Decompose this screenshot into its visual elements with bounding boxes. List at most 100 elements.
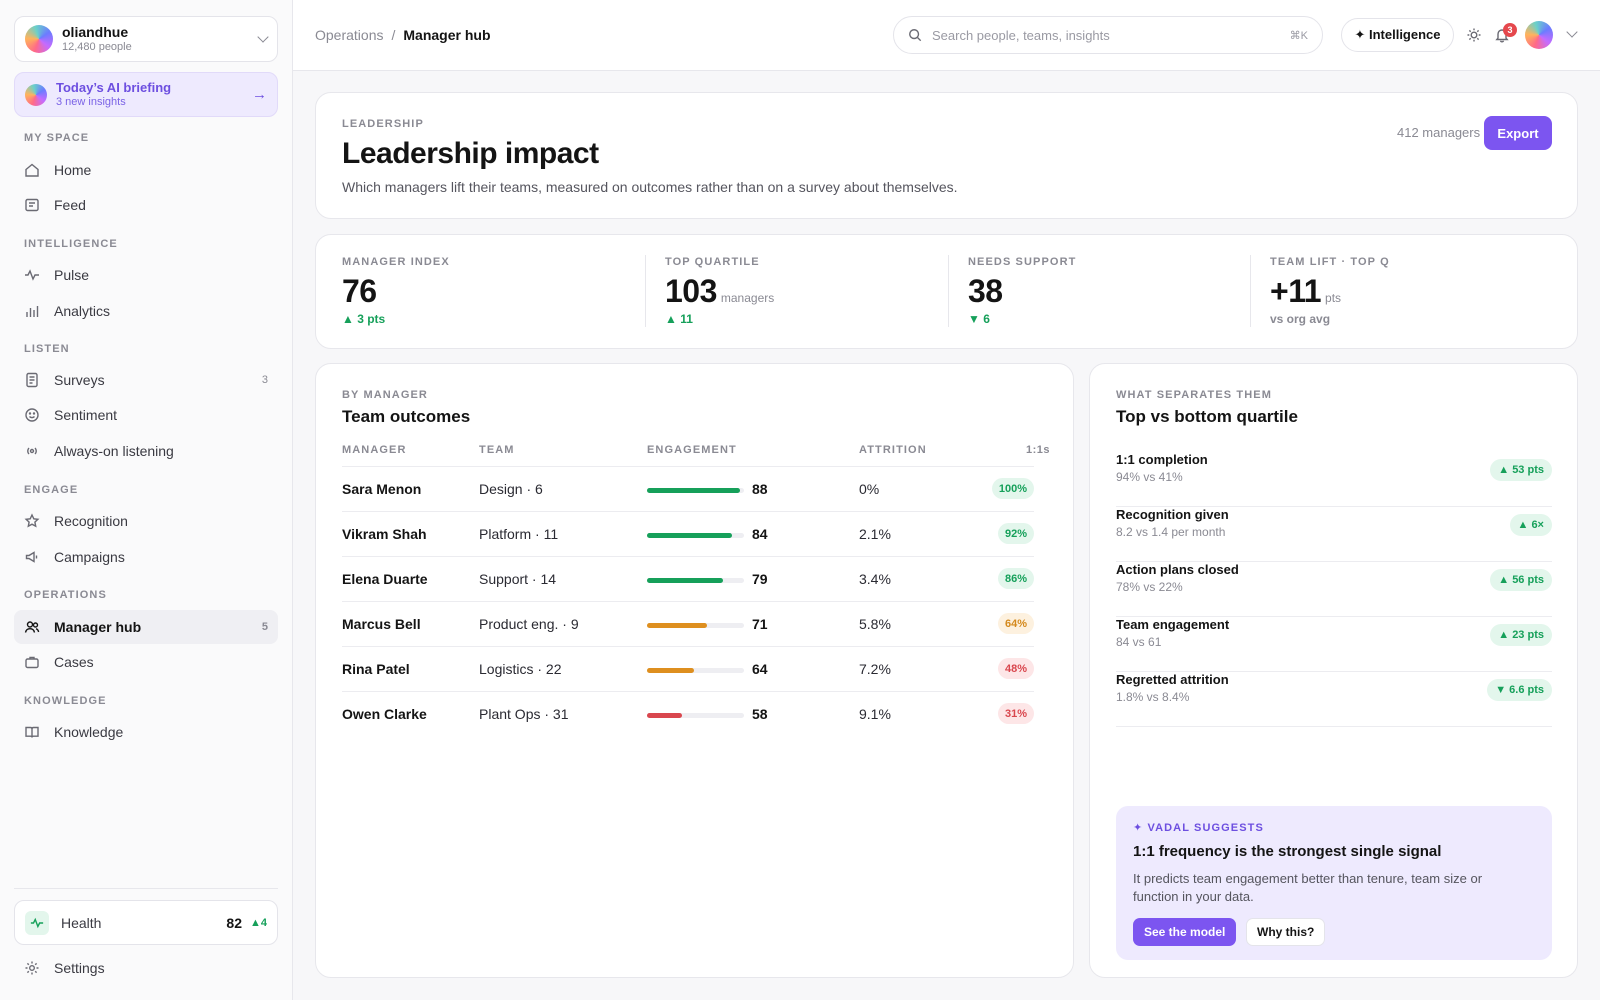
driver-comparison: 78% vs 22% bbox=[1116, 580, 1183, 594]
sidebar-item-listening[interactable]: Always-on listening bbox=[14, 434, 278, 468]
table-row[interactable]: Rina Patel Logistics · 22 64 7.2% 48% bbox=[342, 646, 1034, 691]
sidebar-item-surveys[interactable]: Surveys 3 bbox=[14, 363, 278, 397]
manager-name[interactable]: Vikram Shah bbox=[342, 526, 427, 542]
table-eyebrow: BY MANAGER bbox=[342, 389, 428, 401]
kpi-value: +11 bbox=[1270, 273, 1322, 309]
team-name: Logistics · 22 bbox=[479, 661, 562, 677]
engagement-bar-fill bbox=[647, 578, 723, 583]
kpi-needs-support: NEEDS SUPPORT 38 ▼ 6 bbox=[968, 235, 1248, 347]
sidebar-item-pulse[interactable]: Pulse bbox=[14, 258, 278, 292]
manager-name[interactable]: Elena Duarte bbox=[342, 571, 428, 587]
health-delta: ▲4 bbox=[249, 916, 267, 929]
team-name: Platform · 11 bbox=[479, 526, 559, 542]
sidebar-item-label: Manager hub bbox=[54, 619, 142, 635]
sidebar-item-label: Settings bbox=[54, 960, 105, 976]
driver-row[interactable]: 1:1 completion 94% vs 41% ▲ 53 pts bbox=[1116, 452, 1552, 507]
suggestion-body: It predicts team engagement better than … bbox=[1133, 871, 1483, 904]
engagement-bar-fill bbox=[647, 668, 694, 673]
kpi-delta: ▲ 3 pts bbox=[342, 312, 386, 326]
search-icon bbox=[909, 29, 922, 42]
table-row[interactable]: Sara Menon Design · 6 88 0% 100% bbox=[342, 466, 1034, 511]
driver-row[interactable]: Team engagement 84 vs 61 ▲ 23 pts bbox=[1116, 617, 1552, 672]
kpi-label: TOP QUARTILE bbox=[665, 256, 760, 268]
kpi-value-wrap: +11 pts bbox=[1270, 273, 1341, 310]
quartile-compare-card: WHAT SEPARATES THEM Top vs bottom quarti… bbox=[1089, 363, 1578, 978]
driver-row[interactable]: Action plans closed 78% vs 22% ▲ 56 pts bbox=[1116, 562, 1552, 617]
org-name: oliandhue bbox=[62, 24, 129, 40]
search-shortcut: ⌘K bbox=[1289, 29, 1308, 42]
col-header-team[interactable]: TEAM bbox=[479, 444, 515, 456]
kpi-delta: ▲ 11 bbox=[665, 312, 693, 326]
driver-row[interactable]: Regretted attrition 1.8% vs 8.4% ▼ 6.6 pts bbox=[1116, 672, 1552, 727]
breadcrumb-current: Manager hub bbox=[403, 27, 491, 43]
sidebar-item-analytics[interactable]: Analytics bbox=[14, 294, 278, 328]
export-button[interactable]: Export bbox=[1484, 116, 1552, 150]
engagement-bar bbox=[647, 533, 744, 538]
team-name: Plant Ops · 31 bbox=[479, 706, 569, 722]
kpi-top-quartile: TOP QUARTILE 103 managers ▲ 11 bbox=[665, 235, 945, 347]
col-header-one-on-ones[interactable]: 1:1s bbox=[1026, 444, 1051, 456]
ai-suggestion-card: ✦ VADAL SUGGESTS 1:1 frequency is the st… bbox=[1116, 806, 1552, 960]
search-input[interactable] bbox=[932, 27, 1290, 43]
team-name: Design · 6 bbox=[479, 481, 543, 497]
table-row[interactable]: Elena Duarte Support · 14 79 3.4% 86% bbox=[342, 556, 1034, 601]
sidebar-item-label: Analytics bbox=[54, 303, 111, 319]
table-row[interactable]: Marcus Bell Product eng. · 9 71 5.8% 64% bbox=[342, 601, 1034, 646]
sidebar-item-home[interactable]: Home bbox=[14, 153, 278, 187]
hero-card: LEADERSHIP Leadership impact Which manag… bbox=[315, 92, 1578, 219]
suggestion-eyebrow: ✦ VADAL SUGGESTS bbox=[1133, 822, 1264, 834]
kpi-team-lift: TEAM LIFT · TOP Q +11 pts vs org avg bbox=[1270, 235, 1550, 347]
kpi-divider bbox=[1250, 255, 1251, 327]
sidebar-item-campaigns[interactable]: Campaigns bbox=[14, 540, 278, 574]
manager-name[interactable]: Sara Menon bbox=[342, 481, 422, 497]
sun-icon[interactable] bbox=[1465, 26, 1483, 44]
driver-row[interactable]: Recognition given 8.2 vs 1.4 per month ▲ 6… bbox=[1116, 507, 1552, 562]
manager-name[interactable]: Rina Patel bbox=[342, 661, 410, 677]
see-model-button[interactable]: See the model bbox=[1133, 918, 1237, 946]
col-header-engagement[interactable]: ENGAGEMENT bbox=[647, 444, 737, 456]
kpi-label: NEEDS SUPPORT bbox=[968, 256, 1077, 268]
sidebar-item-sentiment[interactable]: Sentiment bbox=[14, 398, 278, 432]
search-bar[interactable]: ⌘K bbox=[893, 16, 1323, 54]
breadcrumb-parent[interactable]: Operations bbox=[315, 27, 384, 43]
health-widget[interactable]: Health 82 ▲4 bbox=[14, 900, 278, 945]
driver-delta-badge: ▼ 6.6 pts bbox=[1487, 679, 1552, 701]
sidebar-item-knowledge[interactable]: Knowledge bbox=[14, 715, 278, 749]
sidebar-item-cases[interactable]: Cases bbox=[14, 645, 278, 679]
table-row[interactable]: Vikram Shah Platform · 11 84 2.1% 92% bbox=[342, 511, 1034, 556]
sidebar-item-settings[interactable]: Settings bbox=[14, 951, 278, 985]
table-row[interactable]: Owen Clarke Plant Ops · 31 58 9.1% 31% bbox=[342, 691, 1034, 736]
sidebar-item-manager-hub[interactable]: Manager hub 5 bbox=[14, 610, 278, 644]
one-on-one-badge: 100% bbox=[991, 478, 1034, 499]
bar-chart-icon bbox=[24, 303, 40, 319]
engagement-value: 64 bbox=[752, 661, 768, 677]
intelligence-button[interactable]: ✦ Intelligence bbox=[1341, 18, 1454, 52]
chevron-down-icon[interactable] bbox=[1566, 26, 1578, 38]
users-icon bbox=[24, 619, 40, 635]
kpi-unit: managers bbox=[720, 291, 775, 305]
engagement-bar bbox=[647, 713, 744, 718]
driver-delta-badge: ▲ 53 pts bbox=[1490, 459, 1552, 481]
kpi-delta: ▼ 6 bbox=[968, 312, 990, 326]
driver-comparison: 84 vs 61 bbox=[1116, 635, 1162, 649]
engagement-value: 79 bbox=[752, 571, 768, 587]
engagement-bar-fill bbox=[647, 623, 708, 628]
smiley-icon bbox=[24, 407, 40, 423]
why-this-button[interactable]: Why this? bbox=[1246, 918, 1326, 946]
sidebar-item-recognition[interactable]: Recognition bbox=[14, 504, 278, 538]
attrition-value: 5.8% bbox=[859, 616, 891, 632]
col-header-manager[interactable]: MANAGER bbox=[342, 444, 407, 456]
ai-briefing-card[interactable]: Today’s AI briefing 3 new insights → bbox=[14, 72, 278, 117]
col-header-attrition[interactable]: ATTRITION bbox=[859, 444, 927, 456]
hero-eyebrow: LEADERSHIP bbox=[342, 118, 424, 130]
page-description: Which managers lift their teams, measure… bbox=[342, 179, 958, 195]
manager-name[interactable]: Marcus Bell bbox=[342, 616, 421, 632]
kpi-unit: pts bbox=[1325, 291, 1342, 305]
health-label: Health bbox=[61, 914, 102, 931]
one-on-one-badge: 31% bbox=[997, 703, 1034, 724]
user-avatar[interactable] bbox=[1525, 21, 1553, 49]
sidebar-item-feed[interactable]: Feed bbox=[14, 188, 278, 222]
org-switcher[interactable]: oliandhue 12,480 people bbox=[14, 16, 278, 62]
manager-name[interactable]: Owen Clarke bbox=[342, 706, 427, 722]
attrition-value: 7.2% bbox=[859, 661, 891, 677]
